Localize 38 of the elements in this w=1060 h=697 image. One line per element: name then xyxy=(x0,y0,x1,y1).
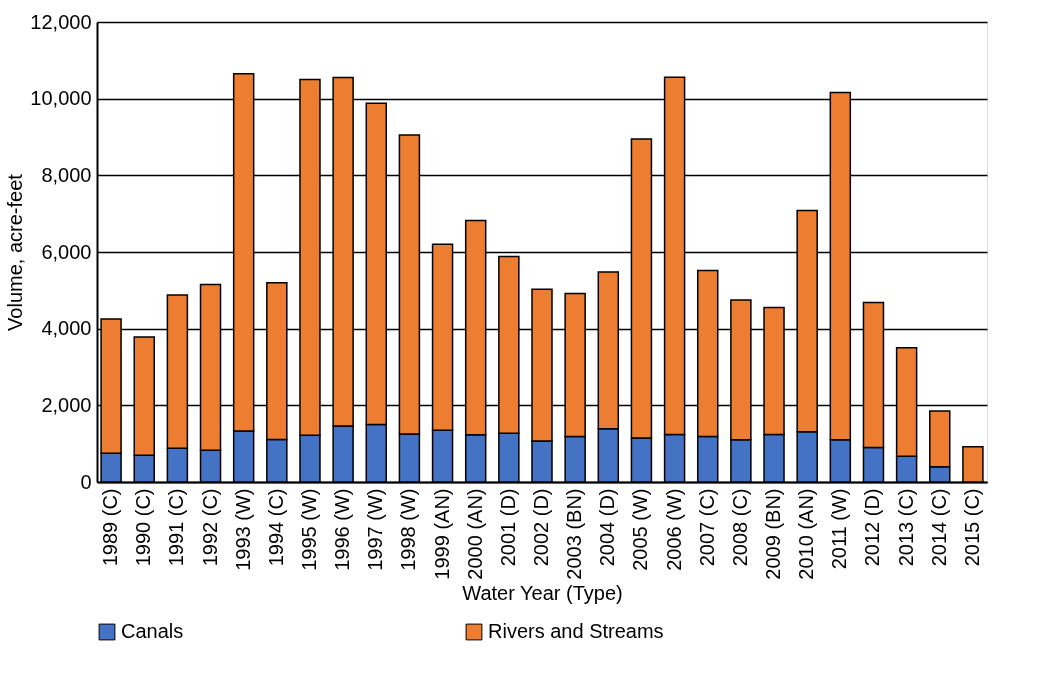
y-tick-label: 2,000 xyxy=(41,393,92,416)
x-tick-label: 1994 (C) xyxy=(264,488,287,567)
x-tick-label: 2010 (AN) xyxy=(795,488,818,580)
y-tick-label: 8,000 xyxy=(41,163,92,186)
y-tick-label: 6,000 xyxy=(41,240,92,263)
y-tick-label: 4,000 xyxy=(41,317,92,340)
x-tick-label: 2005 (W) xyxy=(629,488,652,571)
x-tick-label: 1995 (W) xyxy=(297,488,320,571)
legend-label: Rivers and Streams xyxy=(488,620,664,642)
y-tick-label: 0 xyxy=(80,470,92,493)
legend-label: Canals xyxy=(121,620,184,642)
x-tick-label: 1993 (W) xyxy=(231,488,254,571)
x-tick-label: 1991 (C) xyxy=(165,488,188,567)
x-tick-label: 1999 (AN) xyxy=(430,488,453,580)
x-tick-label: 2007 (C) xyxy=(695,488,718,567)
x-axis-title: Water Year (Type) xyxy=(462,581,623,604)
x-tick-label: 2015 (C) xyxy=(960,488,983,567)
x-tick-label: 1992 (C) xyxy=(198,488,221,567)
x-tick-label: 2000 (AN) xyxy=(463,488,486,580)
x-tick-label: 1997 (W) xyxy=(364,488,387,571)
y-axis-title: Volume, acre-feet xyxy=(4,173,27,331)
x-tick-label: 2011 (W) xyxy=(828,488,851,570)
x-tick-label: 2009 (BN) xyxy=(762,488,785,580)
x-tick-label: 1990 (C) xyxy=(132,488,155,567)
x-tick-label: 2013 (C) xyxy=(894,488,917,567)
x-tick-label: 2002 (D) xyxy=(530,488,552,567)
x-tick-label: 1996 (W) xyxy=(331,488,354,571)
y-tick-label: 10,000 xyxy=(30,87,92,110)
x-tick-label: 2008 (C) xyxy=(728,488,751,567)
x-tick-label: 2001 (D) xyxy=(496,488,519,567)
y-tick-label: 12,000 xyxy=(30,10,92,33)
x-tick-label: 1998 (W) xyxy=(397,488,420,571)
x-tick-label: 2003 (BN) xyxy=(563,488,586,580)
x-tick-label: 2014 (C) xyxy=(927,488,950,567)
x-tick-label: 1989 (C) xyxy=(99,488,122,567)
x-tick-label: 2012 (D) xyxy=(861,488,884,567)
x-tick-label: 2004 (D) xyxy=(596,488,619,567)
x-tick-label: 2006 (W) xyxy=(662,488,685,571)
